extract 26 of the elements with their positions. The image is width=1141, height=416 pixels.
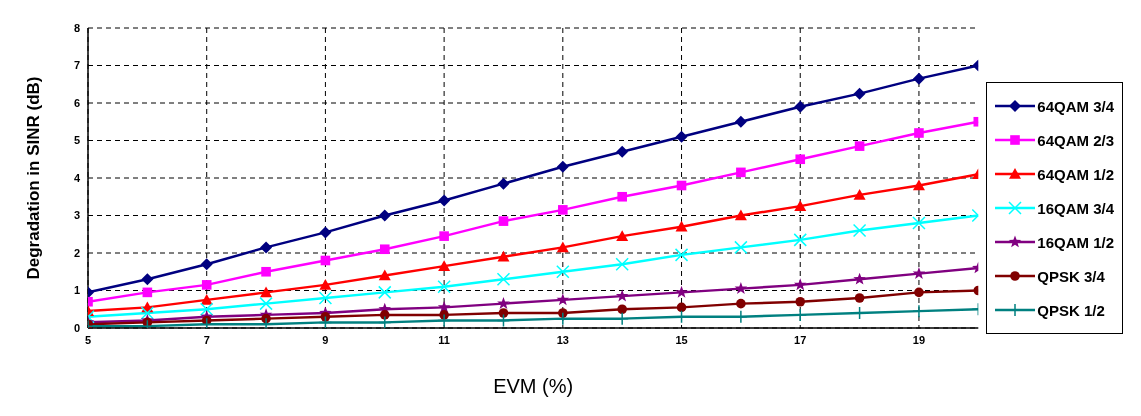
x-tick-label: 9	[322, 333, 329, 346]
x-tick-label: 5	[84, 333, 92, 346]
legend-label: 16QAM 3/4	[1037, 199, 1114, 217]
x-tick-label: 7	[203, 333, 210, 346]
y-tick-label: 3	[73, 209, 80, 222]
x-tick-label: 19	[912, 333, 926, 346]
legend-label: QPSK 1/2	[1037, 301, 1105, 319]
y-tick-label: 2	[73, 246, 80, 259]
y-axis-title: Degradation in SINR (dB)	[24, 76, 44, 280]
y-tick-label: 5	[73, 134, 80, 147]
legend-label: QPSK 3/4	[1037, 267, 1105, 285]
x-tick-label: 13	[556, 333, 569, 346]
x-tick-label: 17	[794, 333, 807, 346]
legend-label: 16QAM 1/2	[1037, 233, 1114, 251]
y-tick-label: 0	[73, 321, 80, 334]
legend-label: 64QAM 1/2	[1037, 165, 1114, 183]
y-tick-label: 8	[73, 21, 80, 34]
y-tick-label: 7	[73, 59, 80, 72]
x-axis-title: EVM (%)	[493, 375, 574, 397]
legend-label: 64QAM 3/4	[1037, 97, 1114, 115]
y-tick-label: 4	[73, 171, 81, 184]
y-tick-label: 6	[73, 96, 80, 109]
x-tick-label: 11	[438, 333, 450, 346]
legend-label: 64QAM 2/3	[1037, 131, 1114, 149]
x-tick-label: 15	[675, 333, 688, 346]
y-tick-label: 1	[73, 284, 80, 297]
